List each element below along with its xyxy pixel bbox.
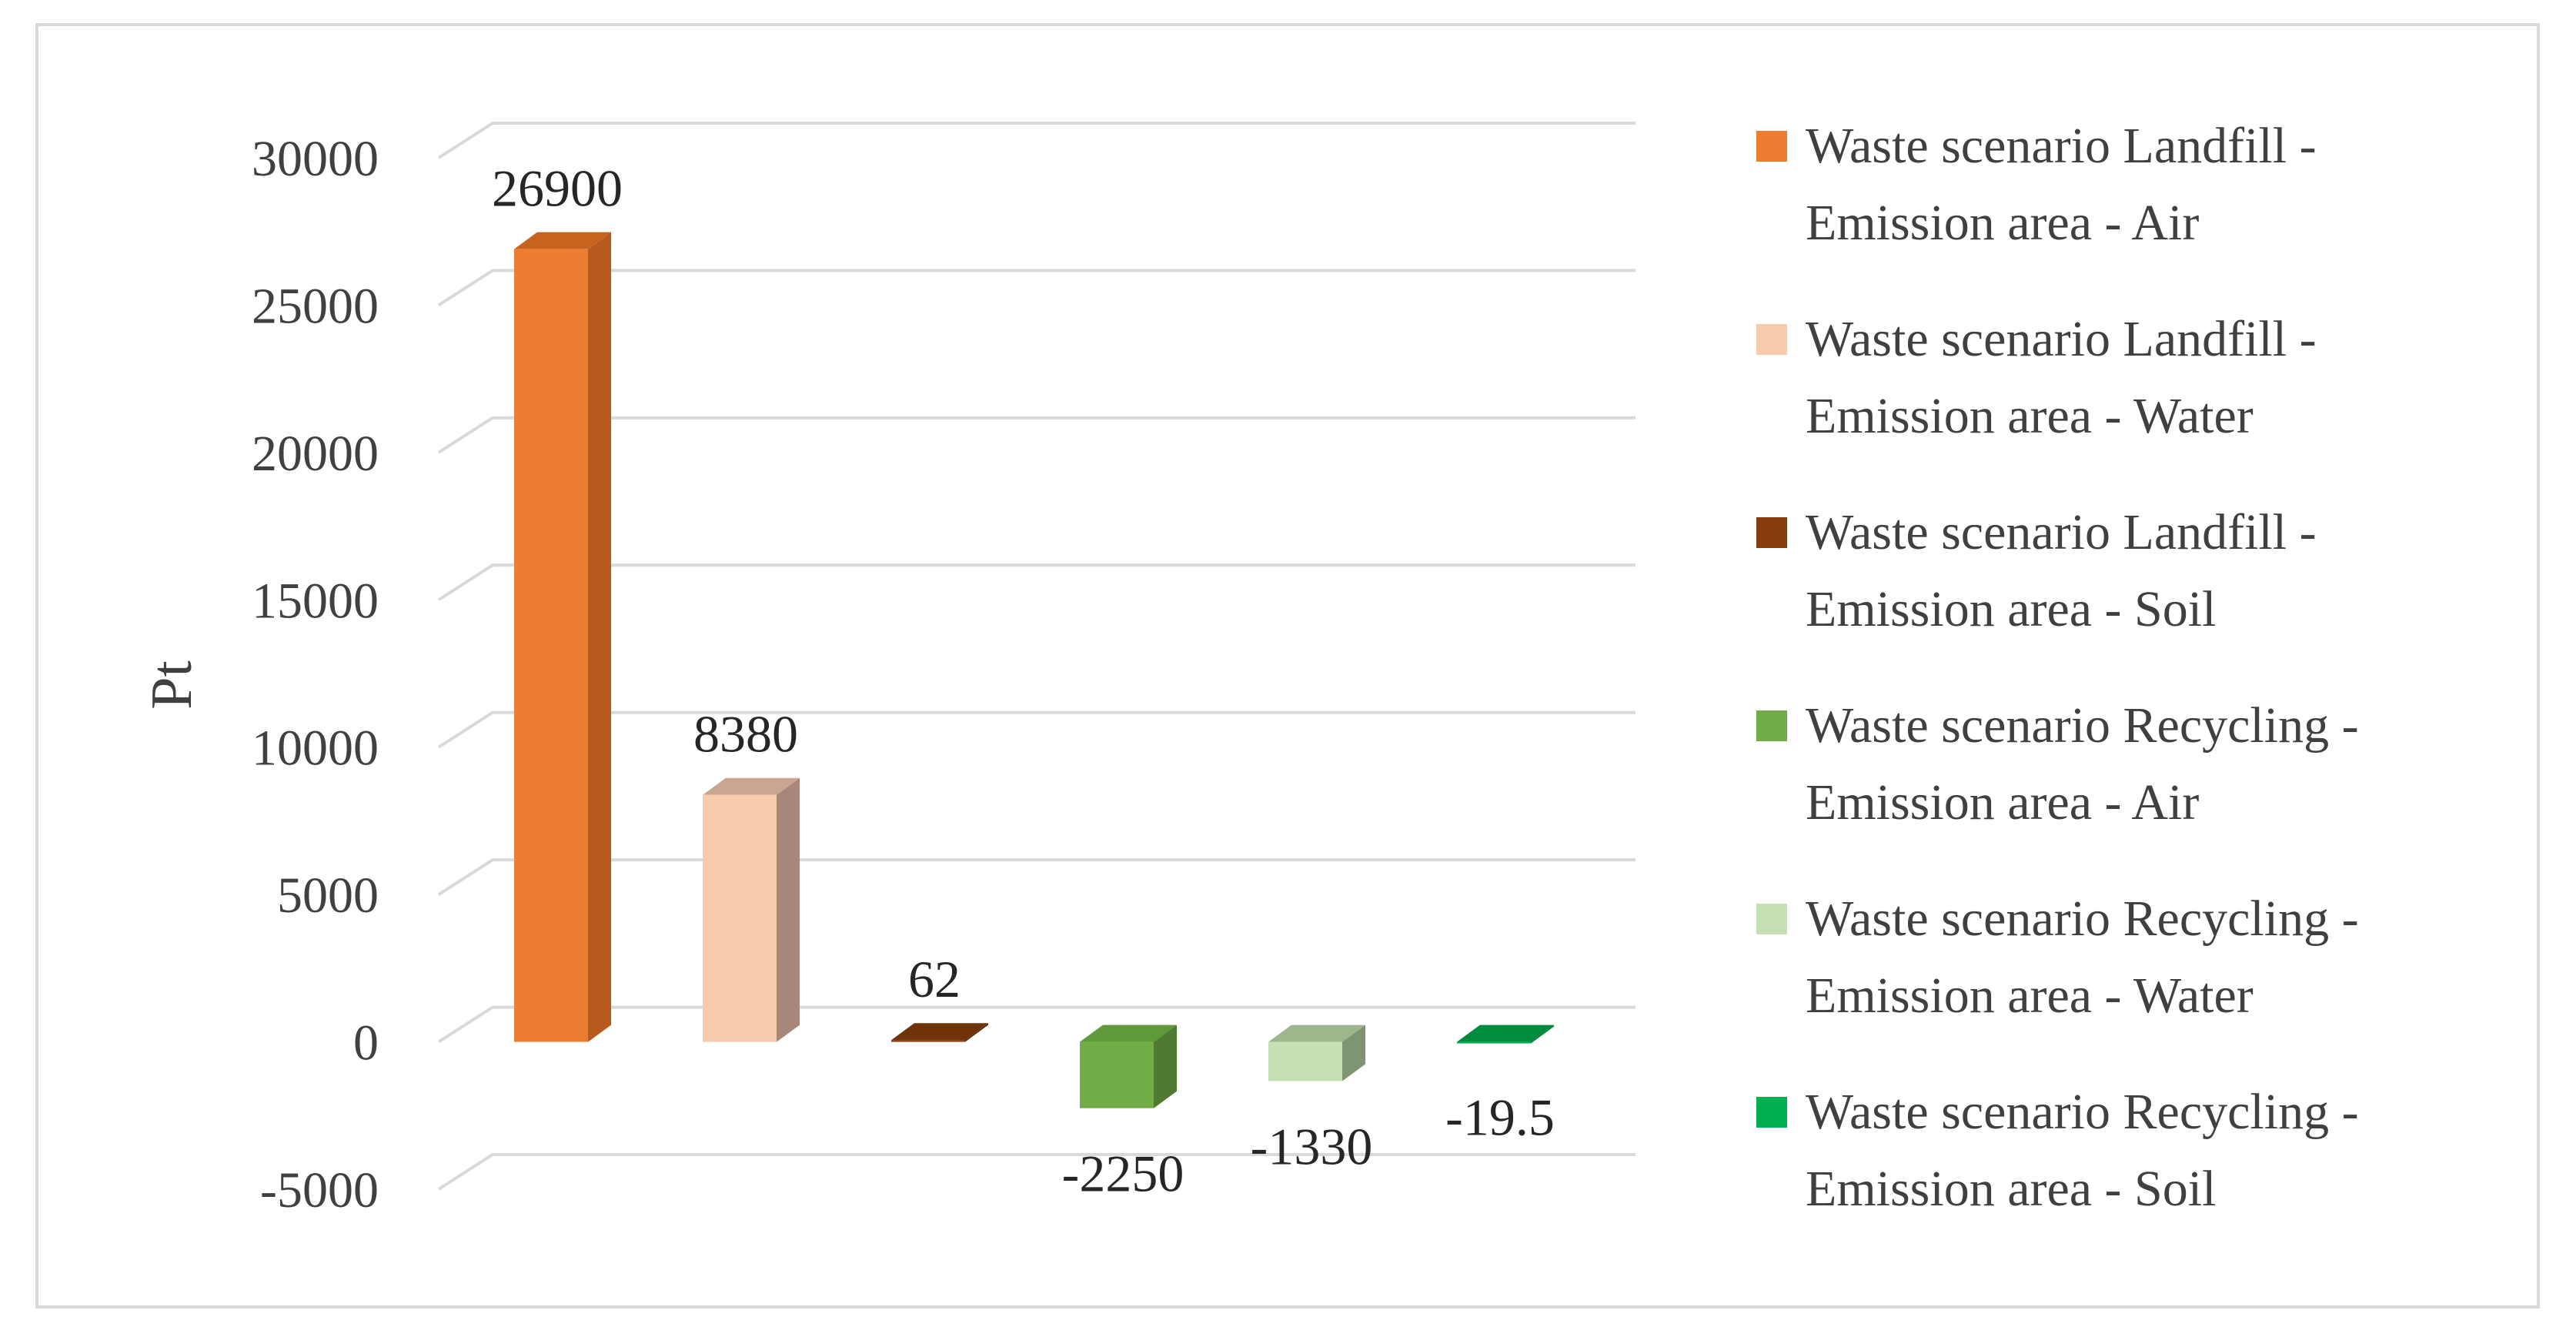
gridline [437, 122, 1635, 159]
legend: Waste scenario Landfill - Emission area -… [1756, 118, 2359, 1217]
gridline [437, 416, 1635, 454]
legend-label: Emission area - Soil [1806, 581, 2216, 637]
legend-label: Waste scenario Recycling - [1806, 891, 2359, 947]
data-label: -2250 [1062, 1145, 1184, 1203]
bar [1457, 1024, 1554, 1044]
gridline [437, 858, 1635, 896]
legend-label: Waste scenario Recycling - [1806, 1084, 2359, 1140]
data-label: -19.5 [1445, 1088, 1555, 1146]
y-tick-label: 0 [353, 1015, 379, 1071]
y-tick-label: 25000 [252, 278, 379, 334]
legend-swatch [1756, 517, 1787, 548]
legend-label: Emission area - Air [1806, 774, 2199, 831]
y-tick-label: -5000 [260, 1162, 379, 1218]
legend-entry: Waste scenario Landfill - Emission area -… [1756, 311, 2317, 444]
legend-label: Waste scenario Recycling - [1806, 697, 2359, 754]
legend-label: Emission area - Water [1806, 968, 2254, 1024]
y-tick-label: 30000 [252, 131, 379, 187]
legend-swatch [1756, 1097, 1787, 1128]
data-label: -1330 [1251, 1117, 1373, 1175]
y-tick-label: 5000 [277, 867, 379, 924]
bar [1080, 1024, 1177, 1108]
gridline [437, 563, 1635, 601]
gridlines [437, 122, 1635, 1191]
bar [891, 1023, 988, 1042]
legend-entry: Waste scenario Landfill - Emission area -… [1756, 118, 2317, 251]
legend-label: Waste scenario Landfill - [1806, 118, 2317, 174]
bar [703, 777, 800, 1042]
bar [1268, 1024, 1365, 1081]
gridline [437, 269, 1635, 307]
legend-entry: Waste scenario Landfill - Emission area -… [1756, 504, 2317, 637]
gridline [437, 1005, 1635, 1044]
legend-label: Emission area - Soil [1806, 1161, 2216, 1217]
legend-swatch [1756, 324, 1787, 355]
data-labels: 26900 8380 62 -2250 -1330 -19.5 [492, 159, 1555, 1203]
legend-entry: Waste scenario Recycling - Emission area … [1756, 697, 2359, 831]
y-axis-label: Pt [139, 660, 204, 709]
data-label: 8380 [693, 705, 798, 764]
legend-swatch [1756, 904, 1787, 934]
y-tick-label: 15000 [252, 573, 379, 629]
chart-frame [35, 23, 2540, 1309]
y-axis-ticks: 30000 25000 20000 15000 10000 5000 0 -5000 [252, 131, 379, 1218]
legend-label: Waste scenario Landfill - [1806, 311, 2317, 367]
legend-swatch [1756, 131, 1787, 162]
bars [514, 232, 1554, 1108]
y-tick-label: 10000 [252, 720, 379, 777]
legend-label: Waste scenario Landfill - [1806, 504, 2317, 560]
legend-entry: Waste scenario Recycling - Emission area … [1756, 1084, 2359, 1217]
legend-swatch [1756, 710, 1787, 741]
data-label: 26900 [492, 159, 623, 218]
data-label: 62 [908, 950, 961, 1008]
gridline [437, 1153, 1635, 1191]
y-tick-label: 20000 [252, 426, 379, 482]
legend-entry: Waste scenario Recycling - Emission area … [1756, 891, 2359, 1024]
legend-label: Emission area - Air [1806, 195, 2199, 251]
gridline [437, 710, 1635, 749]
legend-label: Emission area - Water [1806, 388, 2254, 444]
bar [514, 232, 611, 1042]
